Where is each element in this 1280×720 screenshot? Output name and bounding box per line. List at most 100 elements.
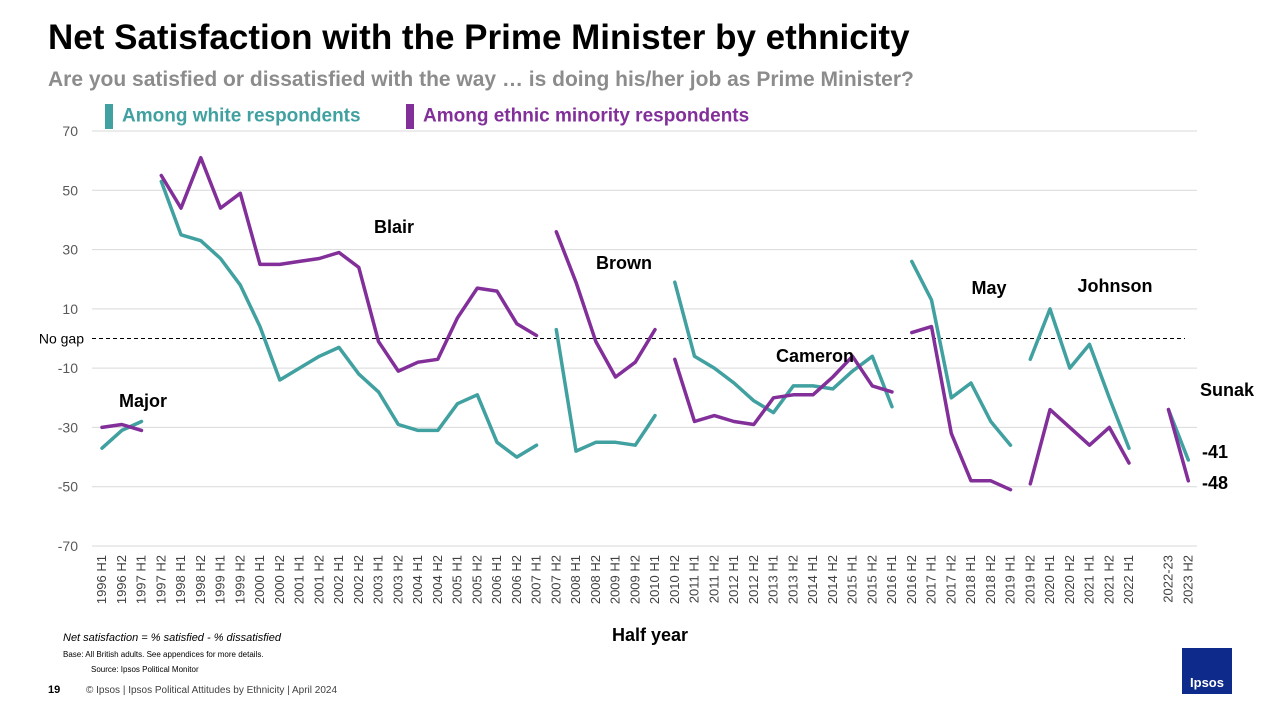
no-gap-label: No gap <box>39 331 84 347</box>
y-tick-label: -30 <box>58 419 78 435</box>
x-tick-label: 2023 H2 <box>1180 555 1195 604</box>
x-tick-label: 2006 H1 <box>489 555 504 604</box>
x-tick-label: 2009 H2 <box>627 555 642 604</box>
x-tick-label: 1996 H1 <box>94 555 109 604</box>
series-line-minority <box>910 324 1013 492</box>
x-tick-label: 2022-23 <box>1161 555 1176 603</box>
x-tick-label: 2009 H1 <box>608 555 623 604</box>
x-tick-label: 1998 H1 <box>173 555 188 604</box>
series-line-white <box>1028 307 1131 450</box>
x-tick-label: 2013 H1 <box>766 555 781 604</box>
legend-swatch-white <box>105 104 113 129</box>
x-tick-label: 2005 H2 <box>469 555 484 604</box>
x-tick-label: 2021 H2 <box>1101 555 1116 604</box>
x-tick-label: 2012 H2 <box>746 555 761 604</box>
pm-label-sunak: Sunak <box>1200 380 1255 400</box>
x-tick-label: 2007 H1 <box>529 555 544 604</box>
x-tick-label: 2021 H1 <box>1082 555 1097 604</box>
series-line-minority <box>1028 407 1131 486</box>
page-number: 19 <box>48 684 61 696</box>
x-tick-label: 2018 H2 <box>983 555 998 604</box>
x-tick-label: 2019 H1 <box>1003 555 1018 604</box>
x-tick-label: 2022 H1 <box>1121 555 1136 604</box>
x-tick-label: 2000 H1 <box>252 555 267 604</box>
x-tick-label: 1999 H2 <box>232 555 247 604</box>
x-tick-label: 2012 H1 <box>726 555 741 604</box>
legend-label-minority: Among ethnic minority respondents <box>423 105 750 127</box>
y-tick-label: 30 <box>62 242 78 258</box>
x-tick-label: 2017 H2 <box>943 555 958 604</box>
base-note: Base: All British adults. See appendices… <box>63 650 264 659</box>
x-tick-label: 2016 H2 <box>904 555 919 604</box>
x-tick-label: 2005 H1 <box>450 555 465 604</box>
legend-swatch-minority <box>406 104 414 129</box>
x-tick-label: 2010 H2 <box>667 555 682 604</box>
page-title: Net Satisfaction with the Prime Minister… <box>48 18 910 57</box>
x-tick-label: 2015 H1 <box>845 555 860 604</box>
x-tick-label: 2008 H2 <box>588 555 603 604</box>
x-tick-label: 2004 H1 <box>410 555 425 604</box>
x-tick-label: 2013 H2 <box>785 555 800 604</box>
x-tick-label: 2010 H1 <box>647 555 662 604</box>
series-line-minority <box>554 230 657 379</box>
pm-label-johnson: Johnson <box>1078 276 1153 296</box>
x-tick-label: 2020 H2 <box>1062 555 1077 604</box>
x-tick-label: 2019 H2 <box>1022 555 1037 604</box>
x-tick-label: 2002 H1 <box>331 555 346 604</box>
footnote: Net satisfaction = % satisfied - % dissa… <box>63 632 281 644</box>
ipsos-logo: Ipsos <box>1182 648 1232 694</box>
page-subtitle: Are you satisfied or dissatisfied with t… <box>48 68 914 91</box>
x-tick-label: 2003 H1 <box>371 555 386 604</box>
x-tick-label: 2007 H2 <box>548 555 563 604</box>
legend-item-minority: Among ethnic minority respondents <box>406 104 750 129</box>
series-line-white <box>673 280 894 415</box>
x-tick-label: 2006 H2 <box>509 555 524 604</box>
series-lines <box>100 155 1191 492</box>
pm-label-cameron: Cameron <box>776 346 854 366</box>
x-tick-label: 1998 H2 <box>193 555 208 604</box>
pm-label-may: May <box>971 278 1006 298</box>
y-tick-label: 10 <box>62 301 78 317</box>
end-label-white: -41 <box>1202 442 1228 462</box>
series-line-white <box>910 259 1013 447</box>
x-tick-label: 2011 H1 <box>687 555 702 603</box>
no-gap-reference: No gap <box>39 331 1185 347</box>
x-tick-label: 1999 H1 <box>213 555 228 604</box>
source-note: Source: Ipsos Political Monitor <box>91 665 199 674</box>
x-tick-label: 1997 H2 <box>153 555 168 604</box>
pm-label-blair: Blair <box>374 217 414 237</box>
x-tick-label: 1996 H2 <box>114 555 129 604</box>
x-tick-label: 2011 H2 <box>706 555 721 603</box>
x-tick-label: 2002 H2 <box>351 555 366 604</box>
x-tick-label: 2001 H1 <box>292 555 307 604</box>
x-tick-label: 2017 H1 <box>924 555 939 604</box>
x-axis-title: Half year <box>612 625 689 645</box>
series-line-white <box>159 179 539 459</box>
footer-text: © Ipsos | Ipsos Political Attitudes by E… <box>86 685 338 696</box>
series-line-minority <box>1166 407 1191 483</box>
x-tick-label: 2003 H2 <box>390 555 405 604</box>
series-line-minority <box>673 354 894 427</box>
pm-annotations: Major Blair Brown Cameron May Johnson Sunak <box>119 217 1255 411</box>
y-tick-label: -50 <box>58 479 78 495</box>
series-line-minority <box>159 155 539 373</box>
x-tick-label: 2004 H2 <box>430 555 445 604</box>
x-axis-ticks: 1996 H1 1996 H2 1997 H1 1997 H2 1998 H1 1998 … <box>94 555 1195 604</box>
legend-item-white: Among white respondents <box>105 104 361 129</box>
x-tick-label: 2008 H1 <box>568 555 583 604</box>
end-label-minority: -48 <box>1202 473 1228 493</box>
y-axis-ticks: 70 50 30 10 -10 -30 -50 -70 <box>58 123 78 554</box>
x-tick-label: 2018 H1 <box>963 555 978 604</box>
x-tick-label: 2016 H1 <box>884 555 899 604</box>
x-tick-label: 2020 H1 <box>1042 555 1057 604</box>
series-line-white <box>554 327 657 453</box>
x-tick-label: 1997 H1 <box>134 555 149 604</box>
x-tick-label: 2014 H1 <box>805 555 820 604</box>
legend-label-white: Among white respondents <box>122 105 361 127</box>
y-tick-label: -10 <box>58 360 78 376</box>
pm-label-major: Major <box>119 391 167 411</box>
y-tick-label: 50 <box>62 182 78 198</box>
x-tick-label: 2014 H2 <box>825 555 840 604</box>
series-line-white <box>100 419 144 450</box>
